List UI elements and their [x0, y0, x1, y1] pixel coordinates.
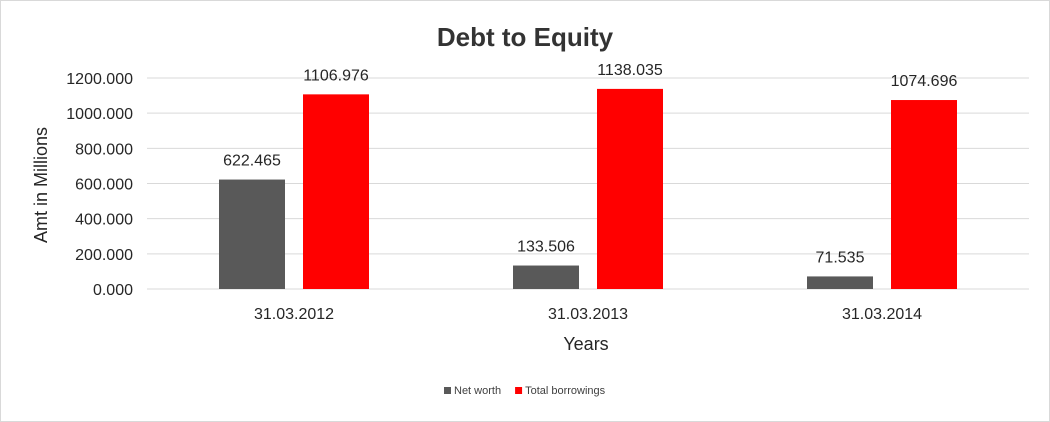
y-tick-label: 600.000: [75, 177, 133, 194]
data-label: 133.506: [517, 239, 575, 256]
y-tick-label: 800.000: [75, 141, 133, 158]
legend-label: Net worth: [454, 385, 501, 397]
legend-label: Total borrowings: [525, 385, 606, 397]
bar-net-worth: [219, 179, 285, 289]
legend: Net worth Total borrowings: [444, 385, 606, 397]
x-axis-label: Years: [563, 334, 608, 354]
data-label: 1106.976: [303, 67, 369, 84]
bar-total-borrowings: [303, 94, 369, 289]
chart-title: Debt to Equity: [437, 22, 614, 52]
y-tick-label: 0.000: [93, 282, 133, 299]
data-label: 71.535: [816, 249, 865, 266]
x-axis-ticks: 31.03.2012 31.03.2013 31.03.2014: [254, 306, 922, 323]
x-tick-label: 31.03.2013: [548, 306, 628, 323]
bar-total-borrowings: [891, 100, 957, 289]
y-tick-label: 1000.000: [66, 106, 133, 123]
y-axis-label: Amt in Millions: [31, 127, 51, 243]
legend-swatch: [444, 387, 451, 394]
data-label: 1074.696: [891, 73, 958, 90]
y-tick-label: 200.000: [75, 247, 133, 264]
bar-net-worth: [807, 276, 873, 289]
y-axis-ticks: 0.000 200.000 400.000 600.000 800.000 1000.00…: [66, 71, 133, 299]
data-labels: 622.465 1106.976 133.506 1138.035 71.535 1074…: [223, 62, 957, 267]
x-tick-label: 31.03.2014: [842, 306, 922, 323]
bar-total-borrowings: [597, 88, 663, 290]
bars: [219, 88, 957, 290]
bar-net-worth: [513, 265, 579, 289]
x-tick-label: 31.03.2012: [254, 306, 334, 323]
legend-swatch: [515, 387, 523, 394]
y-tick-label: 1200.000: [66, 71, 133, 88]
gridlines: [147, 77, 1029, 290]
y-tick-label: 400.000: [75, 212, 133, 229]
data-label: 622.465: [223, 153, 281, 170]
data-label: 1138.035: [597, 62, 663, 79]
